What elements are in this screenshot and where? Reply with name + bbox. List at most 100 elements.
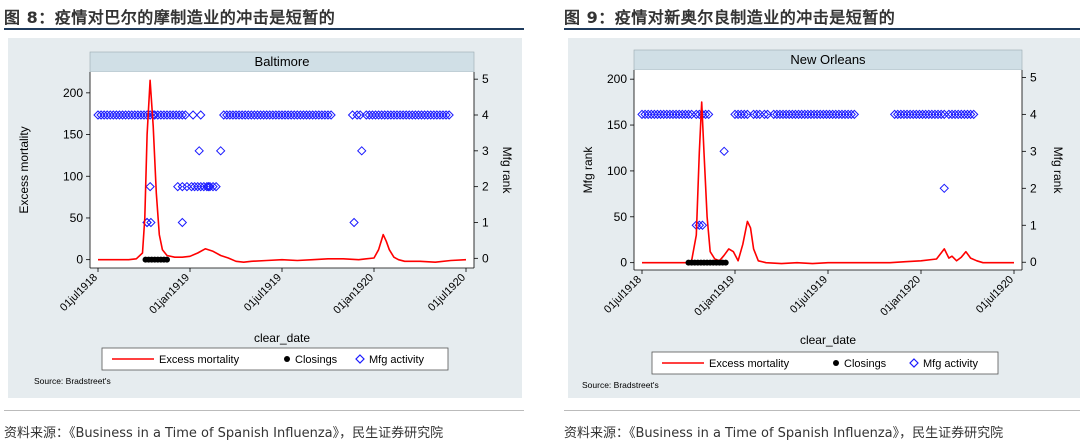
mfg-activity-point	[401, 110, 411, 120]
legend-box	[101, 347, 449, 371]
legend-mfg-activity: Mfg activity	[923, 358, 979, 370]
y2-tick-label: 2	[1030, 181, 1037, 195]
x-tick-label: 01jul1920	[974, 274, 1016, 316]
mfg-activity-point	[182, 181, 192, 192]
mfg-activity-point	[133, 110, 143, 120]
mfg-activity-point	[111, 110, 122, 120]
x-tick-label: 01jul1918	[602, 274, 644, 316]
mfg-activity-point	[395, 110, 405, 120]
mfg-activity-point	[174, 110, 184, 120]
mfg-activity-point	[924, 109, 934, 120]
mfg-activity-point	[759, 109, 770, 120]
y2-tick-label: 5	[482, 72, 489, 86]
y2-tick-label: 5	[1030, 70, 1037, 84]
closings-point	[164, 256, 170, 263]
figure-8-panel: 图 8：疫情对巴尔的摩制造业的冲击是短暂的 Baltimore 0 50 100 15…	[4, 0, 532, 443]
mfg-activity-point	[199, 181, 209, 192]
mfg-activity-point	[208, 181, 218, 192]
mfg-activity-point	[231, 110, 241, 120]
mfg-activity-point	[703, 109, 714, 120]
x-tick-label: 01jul1919	[788, 274, 830, 316]
excess-mortality-line	[98, 79, 467, 263]
mfg-activity-point	[349, 217, 359, 228]
mfg-activity-point	[438, 110, 448, 120]
y-tick-label: 0	[76, 253, 83, 267]
mfg-activity-point	[827, 109, 838, 120]
x-axis-title: clear_date	[800, 333, 856, 347]
mfg-activity-point	[812, 109, 822, 120]
mfg-activity-point	[114, 110, 125, 120]
mfg-activity-point	[320, 110, 330, 120]
mfg-activity-point	[146, 217, 156, 228]
source-divider	[564, 410, 1080, 411]
y2-tick-label: 1	[1030, 218, 1037, 232]
mfg-activity-point	[105, 110, 115, 120]
legend-diamond-icon	[355, 354, 365, 364]
mfg-activity-point	[186, 181, 197, 192]
mfg-activity-point	[936, 109, 946, 120]
mfg-activity-point	[380, 110, 390, 120]
legend-dot-icon	[833, 360, 839, 366]
mfg-activity-point	[927, 109, 937, 120]
mfg-activity-point	[177, 110, 188, 120]
mfg-activity-point	[261, 110, 272, 120]
mfg-activity-point	[240, 110, 250, 120]
mfg-activity-point	[301, 110, 312, 120]
mfg-activity-point	[965, 109, 976, 120]
legend-closings: Closings	[844, 358, 887, 370]
mfg-activity-point	[283, 110, 293, 120]
mfg-activity-point	[843, 109, 853, 120]
mfg-activity-point	[123, 110, 134, 120]
mfg-activity-point	[108, 110, 119, 120]
mfg-activity-point	[959, 109, 970, 120]
y2-axis-title: Mfg rank	[500, 147, 514, 195]
mfg-activity-point	[422, 110, 433, 120]
mfg-activity-point	[809, 109, 819, 120]
mfg-activity-point	[271, 110, 281, 120]
baltimore-chart: Baltimore 0 50 100 150 200 0 1 2 3 4 5 01jul1918 01j…	[17, 51, 514, 386]
x-tick-label: 01jul1918	[58, 272, 100, 314]
mfg-activity-point	[274, 110, 284, 120]
x-tick-label: 01jul1919	[242, 272, 284, 314]
mfg-activity-point	[352, 110, 362, 120]
mfg-activity-point	[307, 110, 318, 120]
mfg-activity-point	[410, 110, 421, 120]
mfg-activity-point	[177, 181, 188, 192]
mfg-activity-point	[258, 110, 269, 120]
mfg-activity-point	[815, 109, 825, 120]
mfg-activity-point	[933, 109, 943, 120]
mfg-activity-point	[649, 109, 660, 120]
mfg-activity-point	[255, 110, 266, 120]
mfg-activity-point	[920, 109, 931, 120]
mfg-activity-point	[950, 109, 960, 120]
mfg-activity-point	[646, 109, 657, 120]
mfg-activity-point	[265, 110, 275, 120]
mfg-activity-point	[697, 220, 708, 230]
mfg-activity-point	[355, 110, 365, 120]
mfg-activity-point	[237, 110, 247, 120]
source-note: Source: Bradstreet's	[582, 380, 659, 390]
mfg-activity-point	[739, 109, 750, 120]
title-rule	[4, 28, 524, 30]
plot-area	[634, 70, 1022, 270]
mfg-activity-point	[326, 110, 336, 120]
mfg-activity-point	[367, 110, 378, 120]
mfg-activity-point	[168, 110, 178, 120]
mfg-activity-point	[800, 109, 810, 120]
mfg-activity-point	[317, 110, 327, 120]
mfg-activity-point	[228, 110, 238, 120]
mfg-activity-point	[392, 110, 402, 120]
mfg-activity-point	[719, 146, 729, 157]
mfg-activity-point	[658, 109, 669, 120]
mfg-activity-point	[203, 181, 214, 192]
y2-tick-label: 1	[482, 215, 489, 229]
mfg-activity-point	[289, 110, 299, 120]
legend-closings: Closings	[295, 354, 338, 366]
mfg-activity-point	[407, 110, 418, 120]
mfg-activity-point	[432, 110, 442, 120]
mfg-activity-point	[357, 146, 367, 156]
y2-tick-label: 0	[482, 251, 489, 265]
mfg-activity-point	[680, 109, 691, 120]
mfg-activity-point	[383, 110, 393, 120]
mfg-activity-point	[347, 110, 358, 120]
